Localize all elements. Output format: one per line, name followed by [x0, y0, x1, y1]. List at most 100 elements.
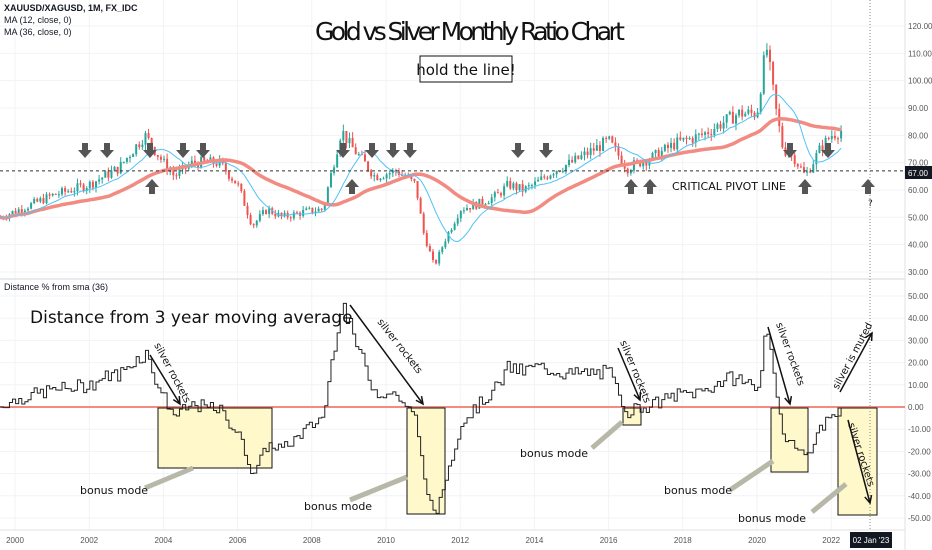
x-tick-label: 2012	[451, 536, 469, 545]
x-tick-label: 2018	[674, 536, 692, 545]
candle	[728, 111, 731, 115]
candle	[657, 150, 660, 159]
candle	[107, 171, 110, 178]
candle	[660, 150, 663, 159]
candle	[682, 137, 685, 140]
down-arrow-icon	[365, 143, 379, 158]
candle	[373, 175, 376, 177]
down-arrow-icon	[539, 143, 553, 158]
candle	[144, 133, 147, 145]
silver-muted-label: silver is muted	[831, 321, 875, 391]
candle	[376, 175, 379, 181]
y-tick-label: 90.00	[908, 104, 929, 113]
candle	[598, 145, 601, 151]
candle	[466, 208, 469, 211]
candle	[793, 155, 796, 165]
candle	[138, 144, 141, 148]
candle	[654, 150, 657, 154]
candle	[815, 153, 818, 165]
x-tick-label: 2006	[229, 536, 247, 545]
candle	[125, 157, 128, 162]
candle	[234, 180, 237, 184]
candle	[79, 183, 82, 185]
legend-symbol[interactable]: XAUUSD/XAGUSD, 1M, FX_IDC	[4, 3, 138, 13]
up-arrow-icon	[345, 179, 359, 194]
candle	[571, 159, 574, 163]
down-arrow-icon	[176, 143, 190, 158]
candle	[224, 163, 227, 172]
candle	[23, 210, 26, 213]
candle	[493, 192, 496, 198]
candle	[713, 128, 716, 135]
candle	[521, 184, 524, 192]
candle	[747, 109, 750, 114]
trend-arrow	[767, 326, 791, 405]
legend-ma36[interactable]: MA (36, close, 0)	[4, 27, 72, 37]
candle	[345, 131, 348, 144]
candle	[422, 213, 425, 233]
bonus-mode-box	[406, 407, 446, 515]
candle	[725, 114, 728, 123]
y-tick-label: 30.00	[908, 268, 929, 277]
y-tick-label-lower: 40.00	[908, 314, 929, 323]
trend-arrow	[149, 354, 181, 405]
y-tick-label-lower: 30.00	[908, 336, 929, 345]
bonus-mode-box	[157, 407, 273, 469]
candle	[651, 153, 654, 161]
price-tag	[905, 166, 932, 179]
candle	[30, 203, 33, 209]
candle	[36, 198, 39, 202]
x-tick-label: 2020	[748, 536, 766, 545]
trend-arrow	[847, 419, 871, 504]
candle	[753, 112, 756, 118]
candle	[462, 210, 465, 212]
candle	[543, 176, 546, 178]
candle	[840, 130, 843, 139]
candle	[295, 212, 298, 214]
candle	[509, 181, 512, 189]
bonus-mode-label: bonus mode	[520, 447, 588, 460]
candle	[750, 109, 753, 113]
candle	[274, 213, 277, 217]
candle	[435, 260, 438, 264]
candle	[500, 193, 503, 196]
candle	[163, 158, 166, 160]
candle	[336, 154, 339, 168]
candle	[583, 151, 586, 156]
candle	[388, 173, 391, 175]
candle	[289, 217, 292, 219]
candle	[605, 137, 608, 139]
candle	[459, 211, 462, 219]
y-tick-label-lower: 10.00	[908, 381, 929, 390]
bonus-mode-label: bonus mode	[304, 500, 372, 513]
candle	[410, 176, 413, 179]
candle	[450, 229, 453, 233]
candle	[592, 148, 595, 151]
legend-ma12[interactable]: MA (12, close, 0)	[4, 15, 72, 25]
candle	[586, 151, 589, 155]
candle	[796, 164, 799, 167]
candle	[215, 163, 218, 166]
candle	[39, 198, 42, 202]
bonus-pointer-arrow	[590, 420, 624, 450]
candle	[765, 49, 768, 56]
candle	[781, 126, 784, 148]
candle	[768, 49, 771, 62]
candle	[413, 178, 416, 181]
candle	[623, 164, 626, 169]
candle	[305, 208, 308, 210]
silver-rockets-label: silver rockets	[151, 341, 192, 405]
candle	[311, 207, 314, 213]
candle	[64, 188, 67, 192]
down-arrow-icon	[783, 143, 797, 158]
candle	[261, 210, 264, 215]
legend-indicator[interactable]: Distance % from sma (36)	[4, 282, 108, 292]
bonus-pointer-arrow	[144, 465, 194, 491]
x-tick-label: 2000	[6, 536, 24, 545]
candle	[367, 161, 370, 171]
candle	[391, 170, 394, 174]
candle	[326, 187, 329, 203]
candle	[568, 159, 571, 165]
